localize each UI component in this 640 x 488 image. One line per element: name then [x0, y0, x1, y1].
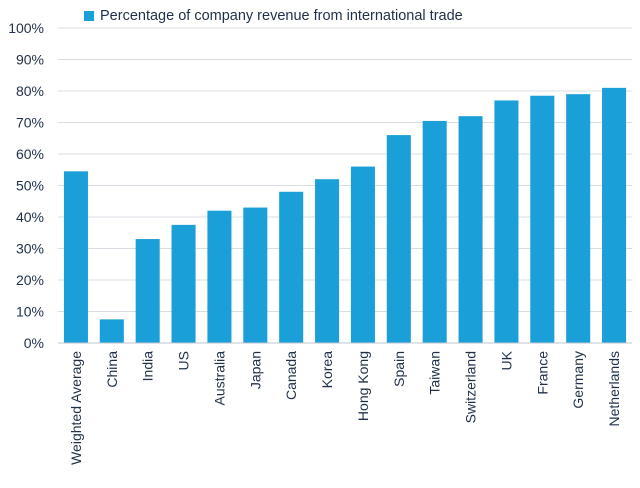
y-tick-label: 90%: [16, 52, 44, 68]
y-tick-label: 100%: [8, 20, 44, 36]
x-tick-label: Spain: [391, 351, 407, 387]
y-axis: 0% 10% 20% 30% 40% 50% 60% 70% 80% 90% 100%: [8, 20, 44, 351]
legend: Percentage of company revenue from inter…: [84, 6, 463, 26]
x-tick-label: Germany: [570, 351, 586, 409]
bar-hong-kong: [350, 166, 375, 343]
x-tick-label: Australia: [211, 351, 227, 406]
x-tick-label: Switzerland: [463, 351, 479, 423]
bar-taiwan: [422, 120, 447, 343]
x-tick-label: UK: [498, 350, 514, 370]
y-tick-label: 40%: [16, 209, 44, 225]
bar-australia: [207, 210, 232, 343]
bar-netherlands: [602, 87, 627, 343]
x-tick-label: India: [140, 351, 156, 382]
bar-switzerland: [458, 116, 483, 343]
bar-germany: [566, 94, 591, 344]
x-tick-label: Japan: [247, 351, 263, 389]
bar-japan: [243, 207, 268, 343]
y-tick-label: 0%: [24, 335, 44, 351]
y-tick-label: 70%: [16, 115, 44, 131]
bar-india: [135, 239, 160, 343]
bar-china: [99, 319, 124, 343]
bar-layer: [63, 87, 627, 344]
bar-uk: [494, 100, 519, 343]
bar-weighted-average: [63, 171, 88, 343]
x-tick-label: Hong Kong: [355, 351, 371, 421]
x-tick-label: Netherlands: [606, 351, 622, 427]
bar-france: [530, 95, 555, 343]
y-tick-label: 80%: [16, 83, 44, 99]
x-tick-label: France: [534, 351, 550, 395]
x-tick-label: China: [104, 351, 120, 388]
y-tick-label: 20%: [16, 272, 44, 288]
bar-us: [171, 224, 196, 343]
y-tick-label: 50%: [16, 178, 44, 194]
legend-label: Percentage of company revenue from inter…: [100, 8, 463, 24]
y-tick-label: 30%: [16, 241, 44, 257]
x-tick-label: Taiwan: [427, 351, 443, 395]
x-tick-label: US: [176, 351, 192, 370]
legend-swatch: [84, 11, 94, 21]
y-tick-label: 10%: [16, 304, 44, 320]
y-tick-label: 60%: [16, 146, 44, 162]
x-tick-label: Korea: [319, 351, 335, 389]
bar-korea: [315, 179, 340, 343]
bar-spain: [386, 135, 411, 343]
bar-canada: [279, 191, 304, 343]
x-axis: Weighted Average China India US Australia Jap…: [68, 350, 622, 465]
x-tick-label: Canada: [283, 351, 299, 400]
x-tick-label: Weighted Average: [68, 351, 84, 465]
